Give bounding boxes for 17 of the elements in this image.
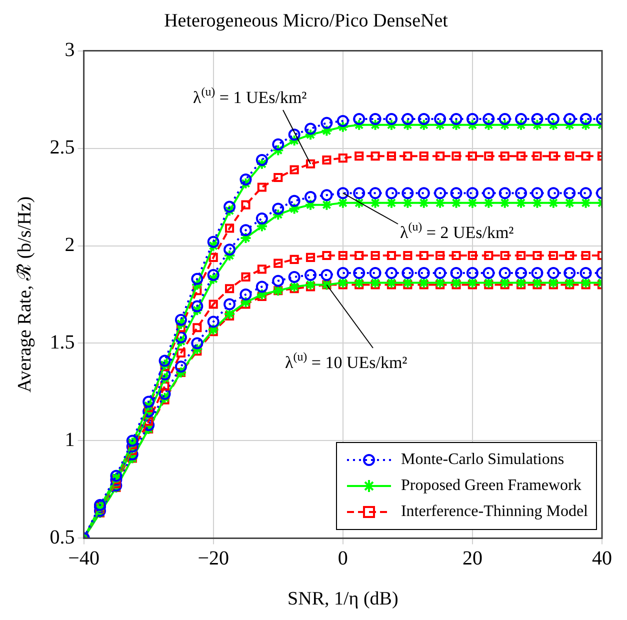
y-tick-label: 1 — [64, 428, 75, 451]
y-tick-label: 2.5 — [50, 136, 75, 159]
x-tick-label: −40 — [68, 547, 100, 570]
x-axis-title: SNR, 1/η (dB) — [288, 588, 398, 610]
y-tick-label: 0.5 — [50, 526, 75, 548]
x-tick-label: −20 — [198, 547, 229, 570]
y-tick-label: 2 — [64, 234, 75, 256]
y-tick-label: 3 — [64, 39, 75, 62]
y-axis-title: Average Rate, ℛ̃ (b/s/Hz) — [14, 196, 36, 393]
x-tick-label: 40 — [592, 547, 612, 570]
legend-label: Monte-Carlo Simulations — [400, 451, 564, 469]
x-tick-label: 0 — [338, 547, 348, 570]
y-tick-label: 1.5 — [50, 331, 75, 354]
x-tick-label: 20 — [462, 547, 482, 570]
legend-label: Interference-Thinning Model — [400, 503, 588, 521]
legend-label: Proposed Green Framework — [400, 477, 582, 495]
chart-title: Heterogeneous Micro/Pico DenseNet — [164, 10, 449, 32]
